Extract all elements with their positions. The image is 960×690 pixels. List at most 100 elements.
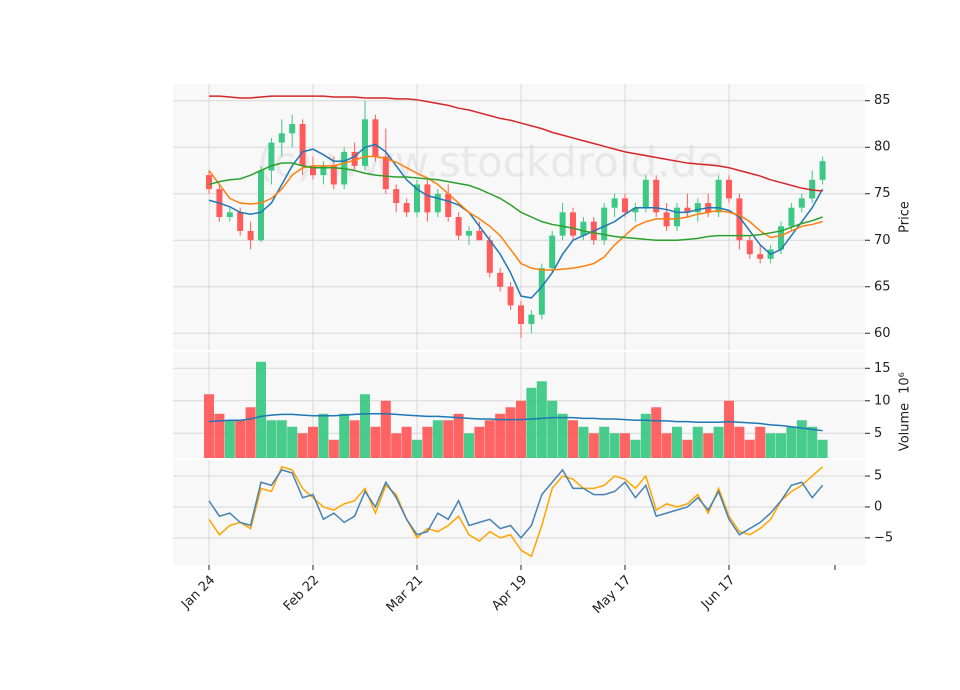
volume-bar [755,426,766,458]
candle-body [642,179,649,208]
candle-body [424,184,431,213]
candle-body [278,133,285,143]
volume-bar [495,413,506,458]
candle-body [559,212,566,236]
candle-body [674,207,680,227]
volume-bar [308,426,318,458]
candle-body [455,217,462,236]
volume-bar [297,433,308,458]
volume-bar [464,433,474,458]
candle-body [362,119,368,166]
volume-bar [412,439,422,458]
x-tick-label: Jan 24 [178,573,218,613]
volume-bar [266,420,277,458]
volume-bar [568,420,578,458]
candle-body [580,221,587,236]
volume-bar [276,420,287,458]
watermark: (c) www.stockdroid.de [257,138,723,187]
candle-body [206,175,212,190]
line [209,95,823,192]
volume-bar [526,387,537,458]
volume-bar [765,433,776,458]
volume-bar [557,413,568,458]
volume-bar [287,426,298,458]
candle-body [798,198,805,208]
line [208,143,824,299]
line [208,413,823,432]
volume-bar [692,426,703,458]
candle-body [330,165,337,185]
volume-bar [536,381,547,458]
volume-bar [796,420,807,458]
candle-body [289,123,296,134]
volume-bar [318,413,329,458]
candle-body [299,123,306,166]
y-axis-label: Volume [898,403,913,451]
x-tick-label: Jun 17 [698,573,738,613]
y-tick-label: 80 [874,140,891,155]
candle-body [393,189,400,204]
candle-body [258,170,264,241]
volume-bar [786,426,797,458]
candle-body [528,314,535,324]
volume-bar [776,433,786,458]
candle-body [778,226,784,250]
y-axis-label: Price [898,201,913,233]
volume-bar [235,420,246,458]
volume-bar [661,433,672,458]
candle-body [611,198,618,208]
candle-body [684,207,691,213]
volume-bar [505,407,516,458]
candle-body [466,230,472,236]
candle-body [310,165,316,176]
y-tick-label: 5 [874,426,882,441]
candle-body [632,207,639,213]
candle-body [497,272,504,287]
candle-body [538,268,545,315]
candle-body [746,240,753,255]
candle-body [445,193,452,217]
y-tick-label: 70 [874,233,891,248]
volume-bar [245,407,256,458]
volume-bar [443,420,454,458]
volume-bar [620,433,630,458]
candle-body [518,305,524,324]
volume-bar [484,420,495,458]
candle-body [809,179,816,199]
volume-bar [360,394,370,458]
line [208,162,823,242]
candle-body [819,161,826,180]
volume-bar [682,439,693,458]
volume-bar [630,439,641,458]
candle-body [507,286,514,306]
x-tick-label: May 17 [590,573,634,617]
volume-bar [401,426,412,458]
volume-bar [724,400,734,458]
volume-bar [744,439,755,458]
volume-bar [588,433,599,458]
x-tick-label: Mar 21 [384,573,427,616]
volume-bar [339,413,350,458]
candle-body [653,179,660,213]
volume-bar [547,400,558,458]
x-tick-label: Apr 19 [489,573,530,614]
y-tick-label: 65 [874,279,891,294]
candle-body [715,179,722,213]
volume-bar [474,426,485,458]
volume-bar [640,413,651,458]
volume-bar [807,426,818,458]
volume-bar [432,420,443,458]
candle-body [434,193,441,213]
line [208,155,823,271]
volume-bar [578,426,589,458]
candle-body [247,230,254,241]
volume-bar [651,407,662,458]
volume-bar [609,433,620,458]
y-tick-label: 10 [874,393,891,408]
y-tick-label: 15 [874,361,891,376]
volume-bar [734,426,745,458]
candle-body [320,165,327,176]
volume-bar [599,426,610,458]
candle-body [601,207,608,241]
